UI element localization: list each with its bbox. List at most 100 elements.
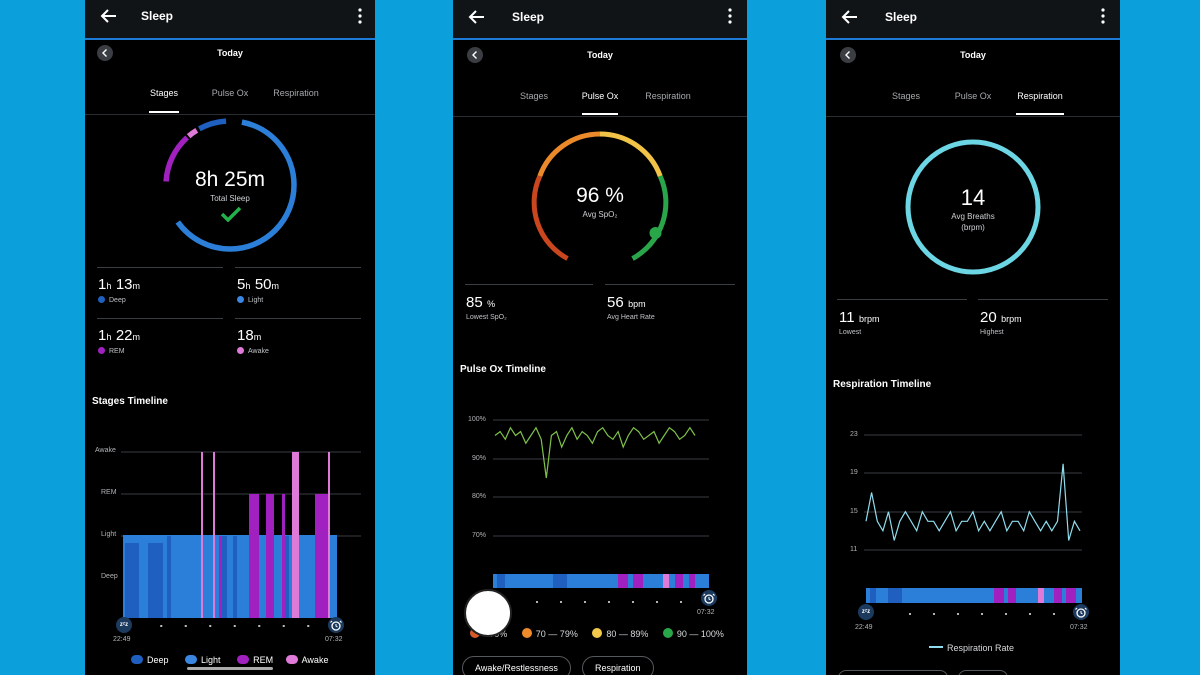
strip-segment xyxy=(870,588,876,603)
lowest-brpm-value: 11 brpm xyxy=(839,309,880,326)
back-arrow-icon[interactable] xyxy=(840,7,860,27)
tab-pulse-ox[interactable]: Pulse Ox xyxy=(581,91,619,101)
legend-item-respiration-rate: Respiration Rate xyxy=(947,643,1015,653)
legend-item-deep: Deep xyxy=(131,655,169,665)
alarm-clock-icon xyxy=(330,620,342,631)
sleep-end-time: 07:32 xyxy=(697,609,715,616)
previous-day-button[interactable] xyxy=(840,47,856,63)
tab-stages[interactable]: Stages xyxy=(149,88,179,98)
legend: <70% 70 — 79% 80 — 89% 90 — 100% xyxy=(470,628,724,639)
legend: Respiration Rate xyxy=(929,643,1014,653)
home-indicator xyxy=(187,667,273,670)
stage-bar-deep xyxy=(233,536,237,618)
tab-pulse-ox[interactable]: Pulse Ox xyxy=(211,88,249,98)
awake-dot xyxy=(237,347,244,354)
app-bar-title: Sleep xyxy=(885,10,918,24)
tab-respiration[interactable]: Respiration xyxy=(1017,91,1063,101)
floating-action-circle[interactable] xyxy=(464,589,512,637)
strip-segment xyxy=(553,574,567,588)
alarm-clock-icon xyxy=(703,593,715,604)
spo2-gauge xyxy=(531,131,669,261)
previous-day-button[interactable] xyxy=(97,45,113,61)
y-label-11: 11 xyxy=(850,546,858,553)
strip-segment xyxy=(1054,588,1062,603)
y-label-90: 90% xyxy=(472,455,487,462)
y-label-80: 80% xyxy=(472,493,487,500)
app-bar: Sleep xyxy=(826,0,1120,40)
legend-item-awake: Awake xyxy=(285,655,328,665)
previous-day-button[interactable] xyxy=(467,47,483,63)
checkmark-icon xyxy=(220,206,242,222)
tab-bar: Stages Pulse Ox Respiration xyxy=(826,80,1120,117)
date-bar: Today xyxy=(85,40,375,68)
tab-stages[interactable]: Stages xyxy=(891,91,921,101)
y-label-23: 23 xyxy=(850,431,858,438)
wake-alarm-icon xyxy=(701,590,717,606)
bottom-button-partial[interactable] xyxy=(838,670,948,675)
time-axis-dots xyxy=(149,625,319,627)
light-label: Light xyxy=(237,296,263,304)
more-options-icon[interactable] xyxy=(357,8,363,24)
more-options-icon[interactable] xyxy=(727,8,733,24)
section-title: Respiration Timeline xyxy=(833,379,932,390)
back-arrow-icon[interactable] xyxy=(99,6,119,26)
active-tab-indicator xyxy=(582,113,618,115)
sleep-start-icon: zᶻz xyxy=(858,604,874,620)
chevron-left-icon xyxy=(102,49,107,57)
rem-dot xyxy=(98,347,105,354)
sleep-start-time: 22:49 xyxy=(855,624,873,631)
stage-bar-rem xyxy=(266,494,274,618)
gauge-arc-yellow xyxy=(599,131,663,178)
stats-divider xyxy=(465,284,593,285)
avg-breaths-label: Avg Breaths xyxy=(951,212,995,221)
y-label-deep: Deep xyxy=(101,573,118,580)
date-title: Today xyxy=(587,50,613,60)
respiration-series-line xyxy=(865,463,1081,541)
sleep-end-time: 07:32 xyxy=(325,636,343,643)
strip-segment xyxy=(663,574,669,588)
strip-segment xyxy=(689,574,695,588)
tab-respiration[interactable]: Respiration xyxy=(273,88,319,98)
legend-item-80-89: 80 — 89% xyxy=(592,628,648,639)
stats-divider xyxy=(605,284,735,285)
tab-respiration[interactable]: Respiration xyxy=(645,91,691,101)
avg-heart-rate-label: Avg Heart Rate xyxy=(607,314,655,321)
more-options-icon[interactable] xyxy=(1100,8,1106,24)
stats-divider xyxy=(837,299,967,300)
respiration-button[interactable]: Respiration xyxy=(582,656,654,675)
strip-segment xyxy=(1008,588,1016,603)
y-label-19: 19 xyxy=(850,469,858,476)
tab-stages[interactable]: Stages xyxy=(519,91,549,101)
breaths-ring xyxy=(905,139,1041,275)
spo2-series-line xyxy=(494,426,696,479)
back-arrow-icon[interactable] xyxy=(467,7,487,27)
strip-segment xyxy=(633,574,643,588)
gauge-arc-red xyxy=(531,175,569,261)
avg-spo2-label: Avg SpO₂ xyxy=(582,210,618,219)
tab-pulse-ox[interactable]: Pulse Ox xyxy=(954,91,992,101)
stage-bar-awake xyxy=(328,452,330,618)
stages-timeline-chart xyxy=(121,451,361,618)
light-duration: 5h 50m xyxy=(237,276,279,293)
awake-label: Awake xyxy=(237,347,269,355)
active-tab-indicator xyxy=(149,111,179,113)
light-dot xyxy=(237,296,244,303)
stats-divider xyxy=(235,267,361,268)
stats-divider xyxy=(235,318,361,319)
pulse-ox-chart xyxy=(493,419,709,588)
alarm-clock-icon xyxy=(1075,607,1087,618)
stage-bar-deep xyxy=(285,536,289,618)
legend-item-light: Light xyxy=(185,655,221,665)
highest-brpm-value: 20 brpm xyxy=(980,309,1022,326)
stage-bar-rem xyxy=(219,536,222,618)
bottom-button-partial[interactable] xyxy=(958,670,1008,675)
awake-duration: 18m xyxy=(237,327,262,344)
stats-divider xyxy=(97,318,223,319)
stage-bar-deep xyxy=(222,536,227,618)
section-title: Pulse Ox Timeline xyxy=(460,364,546,375)
lowest-brpm-label: Lowest xyxy=(839,329,862,336)
legend-line-swatch xyxy=(929,646,943,648)
wake-alarm-icon xyxy=(328,617,344,633)
wake-alarm-icon xyxy=(1073,604,1089,620)
awake-restlessness-button[interactable]: Awake/Restlessness xyxy=(462,656,571,675)
